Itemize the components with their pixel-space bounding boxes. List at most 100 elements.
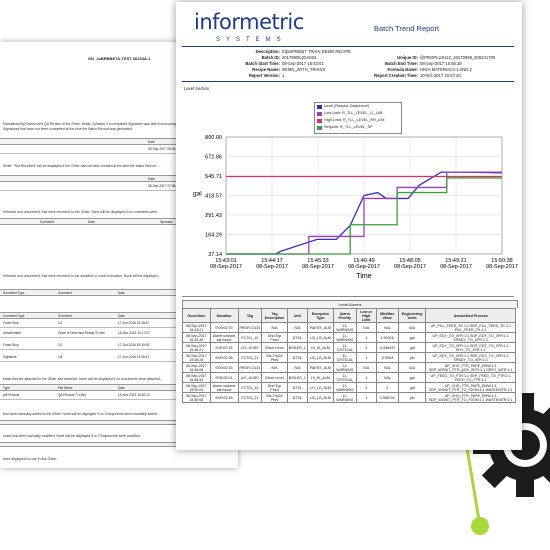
alarm-col-header: Min/Max Value — [375, 308, 399, 323]
alarm-col-header: Tag — [237, 308, 263, 323]
table-cell: UP_FILL_FEED_TK-1:1 SDP_FILL_FEED_TK-1:1… — [425, 322, 516, 333]
row-date: 17-Jun-2016 15:38:57 — [118, 321, 150, 325]
x-tick-label: 08-Sep-2017 — [302, 264, 334, 270]
row-date: 15-Nov-2016 16:52:10 — [118, 393, 150, 397]
table-cell: FCT01_21 — [237, 392, 263, 403]
comments-header: Comment Date Operator — [0, 218, 238, 225]
meta-left-1-value: 20170908.20A024 — [282, 55, 317, 60]
table-cell: gal — [397, 372, 427, 383]
company-logo: informetric — [194, 10, 304, 34]
table-cell: LIC-10-5Ei — [237, 372, 263, 383]
row-date: 15-Nov-2016 10:17:07 — [118, 331, 150, 335]
table-cell: UP_EDY_TO_XFR:1:1 SDP_EDY_TO_XFR:1:1 XRB… — [425, 332, 516, 343]
table-cell: -0.558437 — [375, 342, 399, 353]
table-cell: 1 — [355, 352, 377, 363]
row-comment: 1/1 — [58, 343, 63, 347]
table-cell: HI_HI_ALM — [306, 372, 334, 383]
col-date: Date — [118, 385, 125, 390]
alarm-col-header: Tag Description — [261, 308, 288, 323]
meta-right-0-value: @PROPLUS112_20170908_200241780 — [420, 55, 496, 60]
alarm-col-header: Occurtime — [182, 308, 211, 323]
table-cell: 0:00:02:16 — [209, 362, 239, 373]
x-tick-label: 08-Sep-2017 — [486, 264, 518, 270]
x-tick-label: 15:50:38 — [491, 258, 512, 264]
y-tick-label: 164.29 — [205, 233, 222, 239]
table-cell: 1 — [375, 382, 399, 393]
table-cell: LO_LO_ALM — [306, 352, 334, 363]
table-cell: N/A — [286, 362, 308, 373]
order-header: ON_JoBRBBETA-TEST 06233A-1 — [88, 56, 151, 61]
col-date: Date — [148, 176, 155, 181]
table-cell: 1.99316 — [375, 332, 399, 343]
table-cell: gal — [397, 342, 427, 353]
table-cell: 08-Sep-2017 15:43:48 — [182, 332, 211, 343]
table-cell: Dis Trip24 Pres — [261, 392, 288, 403]
alarms-title: Level Alarms — [182, 300, 518, 308]
table-cell: FCT01_21 — [237, 352, 263, 363]
doc-text-3: Order. "Not Received" will be displayed … — [3, 164, 159, 168]
x-tick-label: 08-Sep-2017 — [394, 264, 426, 270]
table-cell: 0:00:02:16 — [209, 342, 239, 353]
table-cell: LIC-10-5Ei — [237, 342, 263, 353]
table-cell: Dis Trip24 Pres — [261, 352, 288, 363]
table-cell: 11-CRITICAL — [332, 372, 357, 383]
table-cell: 0.988794 — [375, 392, 399, 403]
x-tick-label: 08-Sep-2017 — [256, 264, 288, 270]
legend-swatch — [317, 118, 322, 123]
doc-text-5: enforced and unsolicited, that were reco… — [3, 274, 161, 278]
date-value: 08-Sep-2017 07:08:28 — [148, 184, 180, 188]
table-cell: DT01 — [286, 392, 308, 403]
table-cell: N/A — [397, 362, 427, 373]
table-cell: N/A — [286, 322, 308, 333]
doc-text-4: enforced and unsolicited, that were reco… — [3, 210, 160, 214]
table-cell: N/A — [375, 372, 399, 383]
table-cell: psi — [397, 392, 427, 403]
table-cell: 08-Sep-2017 15:48:28 — [182, 352, 211, 363]
table-cell: 08-Sep-2017 15:46:08 — [182, 362, 211, 373]
table-cell: N/A — [261, 362, 288, 373]
table-cell: 08-Sep-2017 15:50:04 — [182, 382, 211, 393]
table-cell: Drum Level — [261, 372, 288, 383]
table-cell: Drum Level — [261, 342, 288, 353]
table-cell: 08-Sep-2017 15:46:21 — [182, 342, 211, 353]
table-header-bar: Date — [0, 138, 238, 145]
table-cell: FCT01_10 — [237, 332, 263, 343]
table-cell: N/A — [261, 322, 288, 333]
table-cell: DT01 — [286, 332, 308, 343]
meta-right-2-value: HIGH MATERIALS:1 AND 2 — [420, 67, 472, 72]
table-row: 08-Sep-2017 15:46:08 0:00:02:16 PROFLO133 N… — [182, 362, 516, 373]
section-rule — [182, 296, 514, 297]
table-row: pdf Product QA Product 7-4.Bxy 15-Nov-20… — [0, 392, 238, 400]
table-cell: 0:00:02:19 — [209, 322, 239, 333]
row-type: Unsubmitted — [3, 331, 21, 335]
comment-type-header: Comment Type Comment Date — [0, 289, 238, 296]
legend-item: High Limit: R_TLL_LEVEL_HH_LIM — [315, 117, 401, 124]
level-trend-chart: 800.00 672.86 545.71 418.57 291.43 164.29 37.1… — [193, 135, 518, 280]
table-cell: FCT01_10 — [237, 382, 263, 393]
row-type: pdf Product — [3, 393, 20, 397]
table-cell: 0:00:02:46 — [209, 392, 239, 403]
legend-item: Low Limit: R_TLL_LEVEL_LL_LIM — [315, 110, 401, 117]
doc-text-6: erials that are attached to the Order an… — [3, 377, 163, 381]
alarm-col-header: Exception Type — [306, 308, 334, 323]
meta-right-3-value: 10-Oct-2017 10:57:23 — [420, 73, 461, 78]
table-cell: PAENT_ALM — [306, 362, 334, 373]
meta-left-4-value: 1 — [282, 73, 285, 78]
legend-item: Level (Reactor Data\Level) — [315, 103, 401, 110]
alarm-col-header: Engineering Units — [397, 308, 427, 323]
doc-text-8: ncted that were manually modified. None … — [3, 434, 141, 438]
table-cell: UP_CHG_FTR_PAPE_EMW:1:1 SDP_WGNIT_PTR_TO… — [425, 392, 516, 403]
y-tick-label: 291.43 — [205, 213, 222, 219]
meta-right-1-value: 08-Sep-2017 15:50:38 — [420, 61, 462, 66]
y-tick-label: 800.00 — [205, 135, 222, 141]
meta-right-1: Batch End Time: — [385, 61, 418, 66]
col-date: Date — [118, 313, 125, 318]
x-tick-label: 08-Sep-2017 — [440, 264, 472, 270]
table-cell: Alarm undone val found — [209, 332, 239, 343]
table-cell: 11-WARNING — [332, 392, 357, 403]
divider — [0, 442, 238, 447]
table-cell: Dnd Top Feed — [261, 332, 288, 343]
table-cell: BOILER_1 — [286, 342, 308, 353]
alarms-table: Occurtime Duration Tag Tag Description Unit E… — [182, 308, 516, 403]
header-rule — [182, 46, 514, 47]
